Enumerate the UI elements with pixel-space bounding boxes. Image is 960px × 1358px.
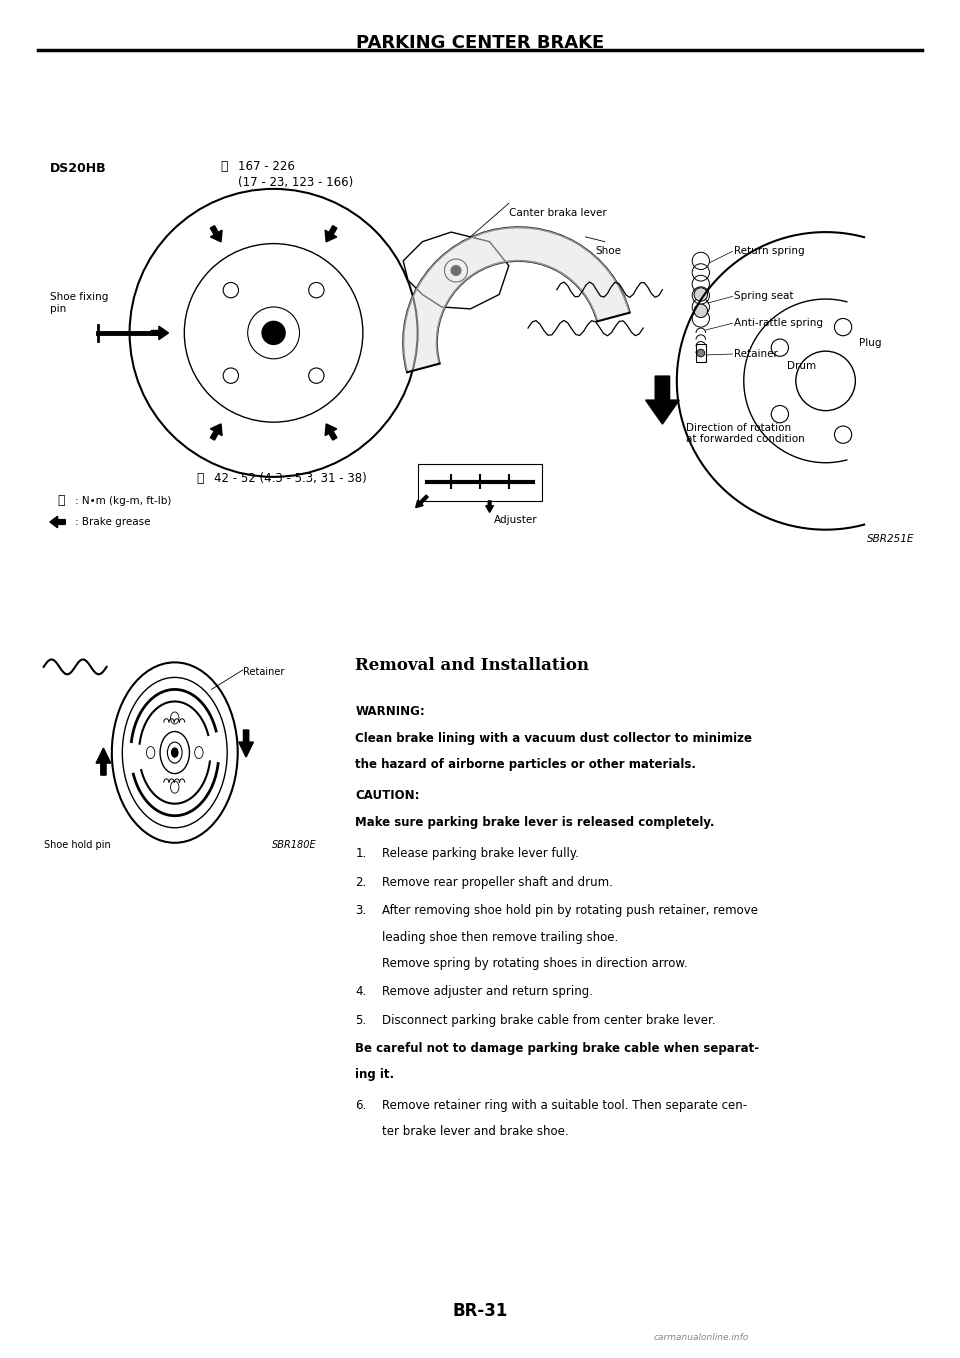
Text: Shoe fixing
pin: Shoe fixing pin — [50, 292, 108, 314]
Text: : Brake grease: : Brake grease — [75, 517, 151, 527]
Text: PARKING CENTER BRAKE: PARKING CENTER BRAKE — [356, 34, 604, 52]
Text: WARNING:: WARNING: — [355, 705, 425, 718]
FancyArrow shape — [645, 376, 680, 424]
Text: 3.: 3. — [355, 904, 367, 918]
Text: Shoe: Shoe — [595, 247, 621, 257]
Text: 5.: 5. — [355, 1013, 367, 1027]
Bar — [696, 345, 706, 361]
Text: Adjuster: Adjuster — [494, 515, 538, 526]
Circle shape — [697, 349, 705, 357]
Circle shape — [172, 748, 178, 758]
Text: carmanualonline.info: carmanualonline.info — [653, 1332, 749, 1342]
FancyArrow shape — [96, 748, 110, 775]
Polygon shape — [403, 232, 509, 308]
FancyArrow shape — [210, 225, 222, 242]
FancyArrow shape — [210, 424, 222, 440]
Text: 4.: 4. — [355, 986, 367, 998]
FancyArrow shape — [50, 516, 65, 528]
Text: Remove adjuster and return spring.: Remove adjuster and return spring. — [382, 986, 593, 998]
Text: 1.: 1. — [355, 847, 367, 861]
Circle shape — [451, 266, 461, 276]
Text: After removing shoe hold pin by rotating push retainer, remove: After removing shoe hold pin by rotating… — [382, 904, 758, 918]
Text: ⓣ: ⓣ — [221, 160, 228, 172]
FancyArrow shape — [152, 326, 169, 340]
Text: Drum: Drum — [787, 361, 816, 372]
Text: ⓣ: ⓣ — [197, 473, 204, 485]
Text: Disconnect parking brake cable from center brake lever.: Disconnect parking brake cable from cent… — [382, 1013, 716, 1027]
Text: Retainer: Retainer — [734, 349, 779, 359]
Text: 2.: 2. — [355, 876, 367, 889]
FancyArrow shape — [325, 424, 337, 440]
FancyArrow shape — [325, 225, 337, 242]
Text: Spring seat: Spring seat — [734, 292, 794, 301]
Text: ⓣ: ⓣ — [58, 494, 65, 508]
FancyArrow shape — [416, 496, 428, 508]
Text: Direction of rotation
at forwarded condition: Direction of rotation at forwarded condi… — [686, 422, 805, 444]
Text: Retainer: Retainer — [243, 667, 284, 676]
Text: SBR180E: SBR180E — [272, 841, 317, 850]
Text: Release parking brake lever fully.: Release parking brake lever fully. — [382, 847, 579, 861]
Text: Return spring: Return spring — [734, 246, 805, 257]
Text: 42 - 52 (4.3 - 5.3, 31 - 38): 42 - 52 (4.3 - 5.3, 31 - 38) — [214, 473, 367, 485]
Text: : N•m (kg-m, ft-lb): : N•m (kg-m, ft-lb) — [75, 496, 171, 507]
Text: Be careful not to damage parking brake cable when separat-: Be careful not to damage parking brake c… — [355, 1043, 759, 1055]
Text: CAUTION:: CAUTION: — [355, 789, 420, 803]
Text: Shoe hold pin: Shoe hold pin — [43, 841, 110, 850]
Text: Make sure parking brake lever is released completely.: Make sure parking brake lever is release… — [355, 816, 714, 830]
Text: the hazard of airborne particles or other materials.: the hazard of airborne particles or othe… — [355, 758, 696, 771]
Text: (17 - 23, 123 - 166): (17 - 23, 123 - 166) — [238, 177, 353, 189]
Text: Canter braka lever: Canter braka lever — [509, 208, 607, 219]
Polygon shape — [403, 227, 630, 372]
Text: 167 - 226: 167 - 226 — [238, 160, 295, 172]
Text: Remove spring by rotating shoes in direction arrow.: Remove spring by rotating shoes in direc… — [382, 956, 687, 970]
Text: Removal and Installation: Removal and Installation — [355, 657, 589, 675]
Circle shape — [694, 304, 708, 318]
Text: 6.: 6. — [355, 1100, 367, 1112]
Text: Remove rear propeller shaft and drum.: Remove rear propeller shaft and drum. — [382, 876, 612, 889]
Circle shape — [694, 288, 708, 301]
Text: Remove retainer ring with a suitable tool. Then separate cen-: Remove retainer ring with a suitable too… — [382, 1100, 747, 1112]
FancyArrow shape — [486, 501, 493, 512]
Text: BR-31: BR-31 — [452, 1302, 508, 1320]
Text: DS20HB: DS20HB — [50, 162, 107, 175]
Text: Anti-rattle spring: Anti-rattle spring — [734, 318, 824, 329]
Text: ter brake lever and brake shoe.: ter brake lever and brake shoe. — [382, 1126, 568, 1138]
Text: SBR251E: SBR251E — [867, 534, 914, 545]
Text: Plug: Plug — [859, 338, 881, 348]
Bar — [418, 464, 542, 501]
Text: Clean brake lining with a vacuum dust collector to minimize: Clean brake lining with a vacuum dust co… — [355, 732, 753, 746]
Circle shape — [946, 342, 955, 352]
Circle shape — [262, 322, 285, 345]
FancyArrow shape — [239, 731, 253, 758]
Text: ing it.: ing it. — [355, 1069, 395, 1081]
Text: leading shoe then remove trailing shoe.: leading shoe then remove trailing shoe. — [382, 930, 618, 944]
